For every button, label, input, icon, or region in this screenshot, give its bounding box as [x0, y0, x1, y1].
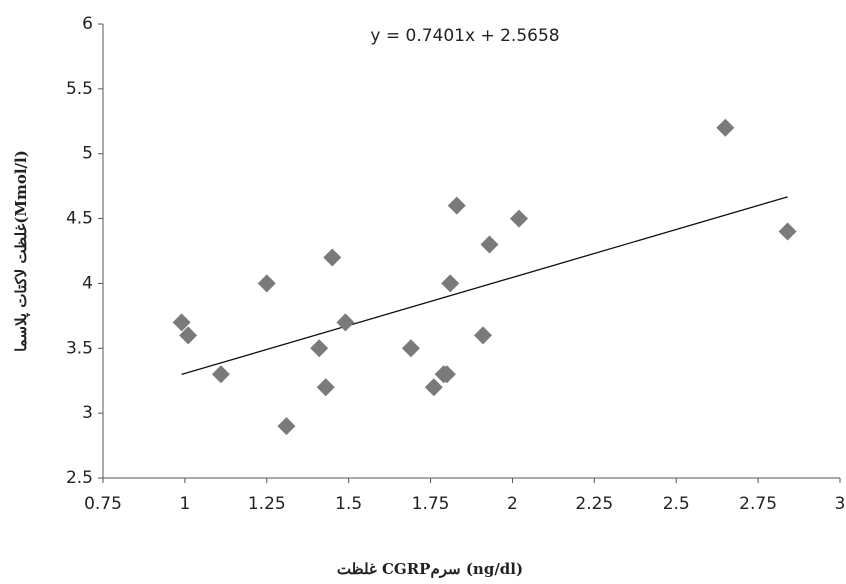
x-tick-label: 0.75: [84, 494, 122, 514]
point: [401, 339, 420, 358]
point: [336, 313, 355, 332]
point: [316, 378, 335, 397]
trendline: [181, 196, 788, 376]
y-tick-label: 3.5: [66, 338, 93, 358]
point: [277, 417, 296, 436]
y-tick-label: 5: [82, 144, 93, 164]
point: [179, 326, 198, 345]
y-tick-label: 5.5: [66, 79, 93, 99]
trendline-equation: y = 0.7401x + 2.5658: [370, 26, 559, 46]
x-tick-label: 2.75: [739, 494, 777, 514]
x-tick-label: 1: [179, 494, 190, 514]
point: [447, 196, 466, 215]
y-tick-label: 3: [82, 403, 93, 423]
y-tick-label: 4.5: [66, 209, 93, 229]
x-tick-label: 1.5: [335, 494, 362, 514]
point: [437, 365, 456, 384]
point: [211, 365, 230, 384]
point: [480, 235, 499, 254]
point: [716, 118, 735, 137]
x-tick-label: 2.5: [663, 494, 690, 514]
point: [441, 274, 460, 293]
point: [778, 222, 797, 241]
x-axis-title: غلظت CGRPسرم (ng/dl): [337, 560, 523, 578]
x-tick-label: 2.25: [575, 494, 613, 514]
point: [323, 248, 342, 267]
x-tick-label: 1.25: [248, 494, 286, 514]
point: [424, 378, 443, 397]
y-tick-label: 4: [82, 273, 93, 293]
point: [509, 209, 528, 228]
point: [172, 313, 191, 332]
y-tick-label: 2.5: [66, 468, 93, 488]
point: [310, 339, 329, 358]
point: [473, 326, 492, 345]
x-tick-label: 1.75: [412, 494, 450, 514]
y-tick-label: 6: [82, 14, 93, 34]
x-tick-label: 2: [507, 494, 518, 514]
y-axis-title: غلظت لاکتات پلاسما(Mmol/l): [12, 150, 31, 352]
point: [257, 274, 276, 293]
x-tick-label: 3: [835, 494, 846, 514]
